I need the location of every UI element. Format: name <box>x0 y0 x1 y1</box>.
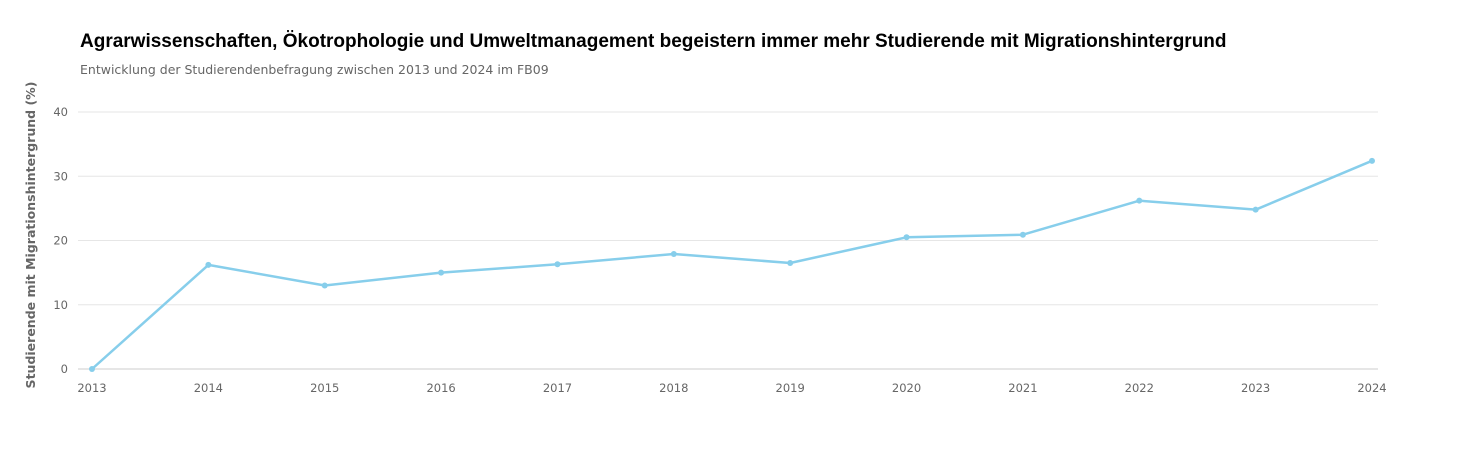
series-line <box>91 159 1373 370</box>
data-point[interactable] <box>787 259 794 266</box>
x-axis-ticks: 2013 2014 2015 2016 2017 2018 2019 2020 2021 2022… <box>77 381 1386 395</box>
data-point[interactable] <box>89 366 95 372</box>
y-tick-label: 0 <box>61 362 68 376</box>
chart-subtitle: Entwicklung der Studierendenbefragung zw… <box>80 62 549 77</box>
data-point[interactable] <box>1019 231 1026 238</box>
data-point[interactable] <box>1252 206 1259 213</box>
chart-title: Agrarwissenschaften, Ökotrophologie und … <box>80 31 1227 52</box>
y-tick-label: 20 <box>53 234 68 248</box>
series-group <box>89 157 1375 372</box>
y-axis-ticks: 0 10 20 30 40 <box>53 105 68 376</box>
data-point[interactable] <box>903 234 910 241</box>
y-tick-label: 40 <box>53 105 68 119</box>
y-tick-label: 30 <box>53 169 68 183</box>
x-tick-label: 2021 <box>1008 381 1037 395</box>
y-axis-title: Studierende mit Migrationshintergrund (%… <box>23 82 38 389</box>
x-tick-label: 2020 <box>892 381 921 395</box>
x-tick-label: 2017 <box>543 381 572 395</box>
x-tick-label: 2014 <box>194 381 223 395</box>
y-tick-label: 10 <box>53 298 68 312</box>
x-tick-label: 2019 <box>776 381 805 395</box>
data-point[interactable] <box>670 250 677 257</box>
data-point[interactable] <box>1369 157 1375 164</box>
data-point[interactable] <box>554 261 561 268</box>
x-tick-label: 2013 <box>77 381 106 395</box>
data-point[interactable] <box>321 282 328 289</box>
x-tick-label: 2023 <box>1241 381 1270 395</box>
data-point[interactable] <box>438 269 445 276</box>
x-tick-label: 2016 <box>426 381 455 395</box>
data-point[interactable] <box>205 261 212 268</box>
data-point[interactable] <box>1136 197 1143 204</box>
x-tick-label: 2024 <box>1357 381 1386 395</box>
x-tick-label: 2018 <box>659 381 688 395</box>
x-tick-label: 2015 <box>310 381 339 395</box>
x-tick-label: 2022 <box>1125 381 1154 395</box>
grid-lines <box>78 111 1378 370</box>
